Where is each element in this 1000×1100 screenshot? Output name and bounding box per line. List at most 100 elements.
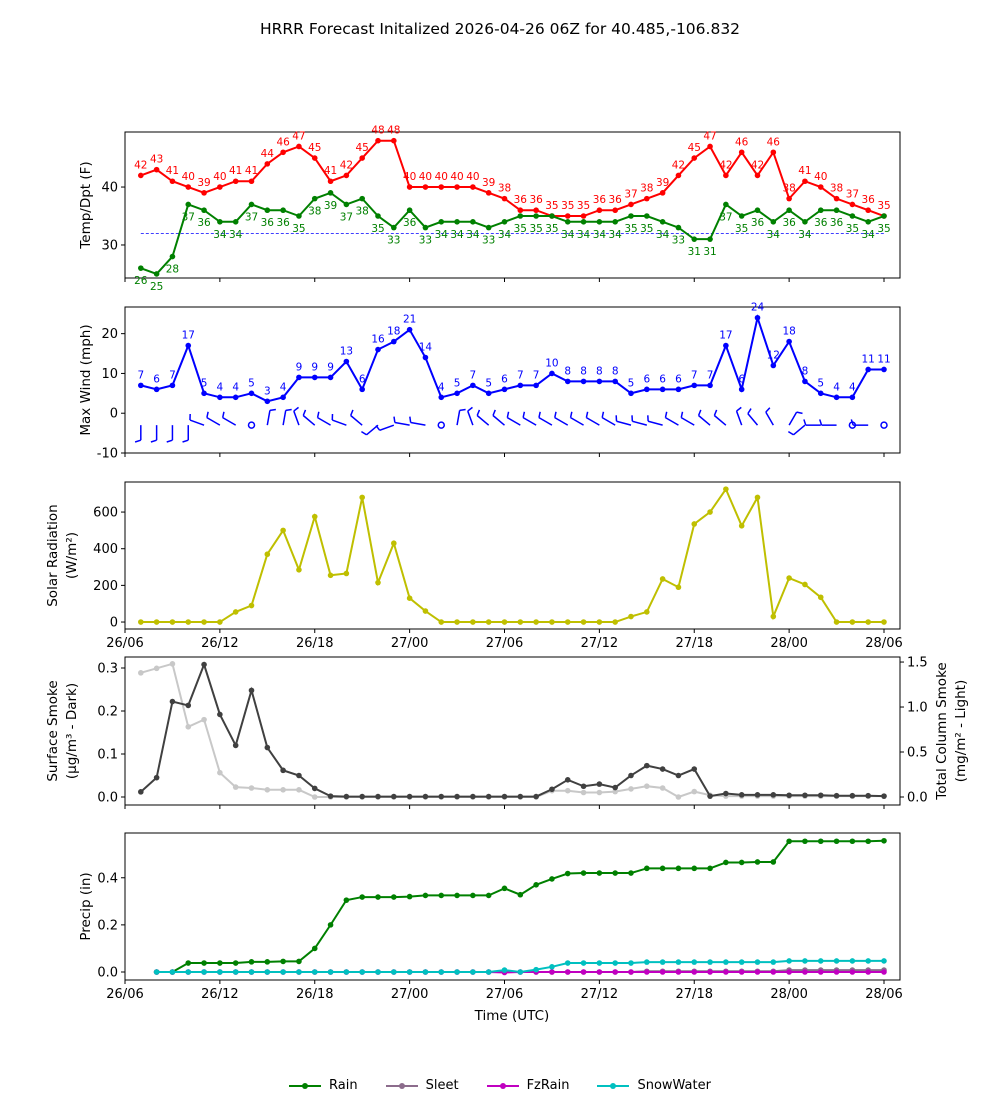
data-point-rain	[359, 894, 365, 900]
data-point-solar-radiation	[485, 619, 492, 625]
data-point-rain	[675, 865, 682, 872]
data-point-dewpoint	[817, 207, 824, 214]
data-point-max-wind	[517, 382, 524, 389]
data-point-max-wind	[691, 382, 698, 389]
data-label-dewpoint: 25	[150, 281, 163, 293]
data-point-surface-smoke	[438, 793, 445, 800]
wind-barb-staff	[317, 417, 331, 426]
data-point-dewpoint	[327, 190, 334, 196]
data-point-surface-smoke	[865, 792, 871, 799]
data-point-dewpoint	[754, 207, 761, 214]
wind-barb-flag	[409, 416, 412, 423]
data-point-max-wind	[817, 390, 824, 397]
wind-barb-flag	[206, 411, 209, 418]
wind-barb-staff	[410, 421, 426, 426]
data-point-rain	[770, 859, 777, 865]
data-label-temp: 35	[577, 200, 590, 212]
data-point-dewpoint	[644, 213, 650, 219]
data-label-max-wind: 9	[327, 361, 334, 373]
wind-barb-icon	[221, 411, 237, 426]
data-point-solar-radiation	[501, 619, 508, 625]
data-label-max-wind: 6	[643, 373, 650, 385]
data-label-dewpoint: 34	[656, 229, 670, 241]
data-point-max-wind	[311, 374, 318, 381]
data-point-solar-radiation	[770, 613, 777, 620]
data-point-max-wind	[628, 390, 634, 397]
data-point-rain	[470, 892, 476, 899]
data-point-total-column-smoke	[628, 786, 634, 792]
data-label-max-wind: 6	[153, 373, 160, 385]
data-point-dewpoint	[628, 213, 634, 219]
wind-barb-staff	[379, 424, 395, 431]
data-label-dewpoint: 34	[577, 229, 591, 241]
wind-barb-staff	[350, 414, 363, 426]
wind-barb-icon	[331, 413, 347, 426]
data-point-surface-smoke	[770, 792, 777, 798]
data-point-solar-radiation	[232, 609, 239, 615]
data-point-surface-smoke	[280, 767, 286, 774]
data-label-temp: 40	[466, 171, 479, 183]
wind-barb-icon	[182, 425, 189, 443]
wind-barb-flag	[492, 409, 496, 416]
data-point-max-wind	[248, 390, 255, 397]
wind-barb-flag	[538, 411, 541, 418]
data-label-dewpoint: 31	[688, 246, 701, 258]
data-point-solar-radiation	[264, 551, 271, 558]
wind-barb-icon	[393, 416, 410, 426]
wind-barb-staff	[467, 410, 474, 426]
data-point-dewpoint	[849, 213, 856, 219]
data-point-max-wind	[770, 362, 777, 369]
wind-barb-flag	[787, 430, 794, 436]
data-point-max-wind	[754, 314, 761, 321]
data-point-rain	[628, 870, 634, 876]
data-label-temp: 40	[450, 171, 463, 183]
data-point-snowwater	[454, 969, 460, 975]
data-point-dewpoint	[217, 219, 223, 225]
data-point-snowwater	[248, 969, 255, 975]
data-point-rain	[343, 897, 350, 903]
data-label-max-wind: 17	[182, 330, 195, 342]
data-label-dewpoint: 37	[182, 211, 195, 223]
data-label-dewpoint: 35	[877, 223, 890, 235]
wind-barb-staff	[680, 417, 695, 426]
data-label-temp: 41	[166, 165, 179, 177]
calm-wind-icon	[247, 421, 256, 429]
data-label-temp: 45	[356, 142, 369, 154]
axes-frame	[124, 832, 901, 981]
data-point-max-wind	[454, 390, 460, 397]
data-point-temp	[612, 207, 618, 214]
data-point-dewpoint	[564, 219, 571, 225]
data-label-dewpoint: 33	[419, 235, 432, 247]
data-point-solar-radiation	[470, 619, 476, 625]
data-point-rain	[280, 958, 286, 965]
wind-barb-staff	[792, 424, 806, 436]
data-point-max-wind	[185, 342, 192, 349]
data-label-dewpoint: 34	[798, 229, 812, 241]
wind-barb-flag	[269, 408, 276, 412]
data-point-snowwater	[881, 958, 887, 964]
data-label-dewpoint: 33	[672, 235, 685, 247]
data-point-temp	[454, 184, 460, 190]
x-tick-label: 27/00	[391, 636, 428, 651]
data-point-fzrain	[865, 969, 871, 975]
data-point-temp	[391, 137, 397, 144]
wind-barb-flag	[818, 419, 823, 426]
data-label-max-wind: 4	[217, 381, 224, 393]
data-point-snowwater	[549, 964, 555, 970]
data-point-dewpoint	[549, 213, 555, 219]
data-label-temp: 35	[877, 200, 890, 212]
data-label-max-wind: 18	[782, 326, 795, 338]
data-label-max-wind: 4	[833, 381, 840, 393]
wind-barb-staff	[492, 414, 505, 426]
data-point-fzrain	[580, 969, 587, 975]
wind-barb-icon	[189, 413, 205, 426]
data-point-snowwater	[802, 958, 808, 964]
wind-barb-flag	[601, 411, 605, 418]
data-label-dewpoint: 34	[229, 229, 243, 241]
data-point-surface-smoke	[849, 792, 856, 799]
data-point-temp	[675, 172, 682, 179]
data-point-fzrain	[675, 969, 682, 975]
wind-barb-staff	[554, 417, 569, 426]
data-point-surface-smoke	[359, 793, 365, 800]
data-label-dewpoint: 35	[640, 223, 653, 235]
